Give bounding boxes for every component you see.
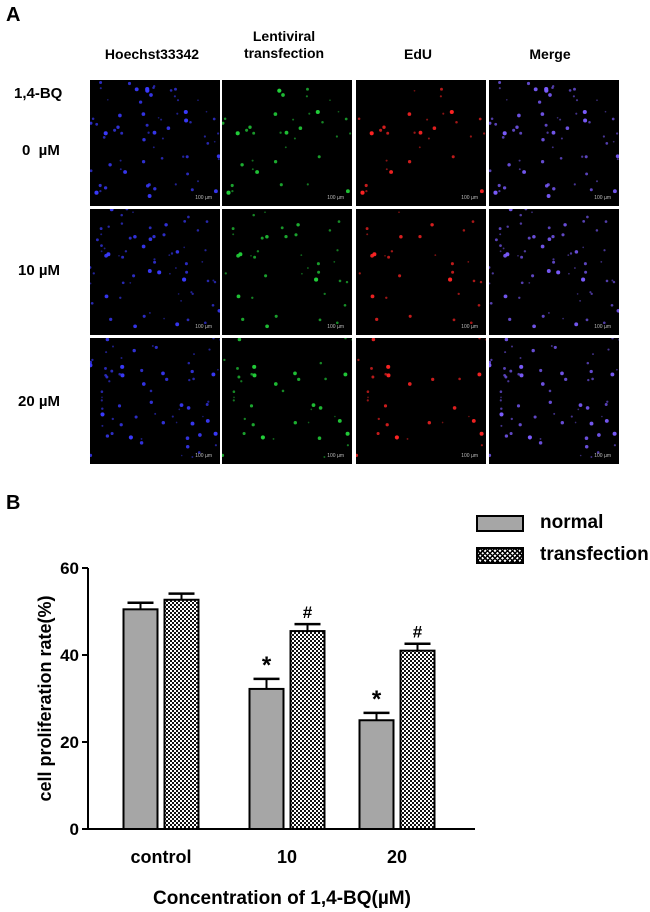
scale-bar-label: 100 µm bbox=[461, 453, 478, 459]
row-label-0um: 0 µM bbox=[22, 142, 60, 159]
bar-normal-10 bbox=[248, 687, 285, 830]
column-header-lentiviral: Lentiviral transfection bbox=[243, 28, 325, 61]
column-header-edu: EdU bbox=[404, 46, 432, 62]
significance-mark: * bbox=[372, 686, 382, 713]
significance-mark: # bbox=[303, 603, 313, 622]
micrograph-tile: 100 µm bbox=[222, 338, 352, 464]
micrograph-tile: 100 µm bbox=[356, 338, 486, 464]
x-axis-label: Concentration of 1,4-BQ(µM) bbox=[153, 888, 411, 909]
micrograph-tile: 100 µm bbox=[489, 209, 619, 335]
scale-bar-label: 100 µm bbox=[594, 453, 611, 459]
bar-chart: 0 20 40 60 cell proliferation rate(%) control… bbox=[35, 559, 475, 909]
x-tick-label-control: control bbox=[131, 847, 192, 867]
bar-transfection-20 bbox=[399, 649, 436, 830]
micrograph-tile: 100 µm bbox=[489, 80, 619, 206]
panel-b-letter: B bbox=[6, 492, 21, 514]
scale-bar-label: 100 µm bbox=[461, 195, 478, 201]
micrograph-tile: 100 µm bbox=[222, 209, 352, 335]
micrograph-tile: 100 µm bbox=[356, 209, 486, 335]
scale-bar-label: 100 µm bbox=[594, 324, 611, 330]
micrograph-tile: 100 µm bbox=[90, 209, 220, 335]
micrograph-tile: 100 µm bbox=[489, 338, 619, 464]
bar-transfection-10 bbox=[289, 630, 326, 830]
significance-mark: * bbox=[262, 652, 272, 679]
column-header-hoechst: Hoechst33342 bbox=[104, 46, 200, 62]
y-tick-label: 0 bbox=[70, 820, 79, 839]
scale-bar-label: 100 µm bbox=[195, 453, 212, 459]
y-tick-label: 40 bbox=[60, 646, 79, 665]
scale-bar-label: 100 µm bbox=[594, 195, 611, 201]
scale-bar-label: 100 µm bbox=[195, 195, 212, 201]
micrograph-tile: 100 µm bbox=[90, 80, 220, 206]
bar-normal-20 bbox=[358, 719, 395, 830]
y-tick-label: 60 bbox=[60, 559, 79, 578]
y-axis-label: cell proliferation rate(%) bbox=[35, 595, 55, 801]
scale-bar-label: 100 µm bbox=[327, 453, 344, 459]
micrograph-tile: 100 µm bbox=[356, 80, 486, 206]
micrograph-tile: 100 µm bbox=[90, 338, 220, 464]
legend-label-normal: normal bbox=[540, 512, 604, 533]
column-header-merge: Merge bbox=[529, 46, 571, 62]
legend-swatch-normal bbox=[476, 515, 524, 532]
scale-bar-label: 100 µm bbox=[327, 324, 344, 330]
scale-bar-label: 100 µm bbox=[327, 195, 344, 201]
bar-normal-control bbox=[122, 608, 159, 830]
significance-mark: # bbox=[413, 623, 423, 642]
legend-label-transfection: transfection bbox=[540, 544, 649, 565]
y-tick-label: 20 bbox=[60, 733, 79, 752]
row-header-compound: 1,4-BQ bbox=[14, 85, 63, 102]
x-tick-label-10: 10 bbox=[277, 847, 297, 867]
micrograph-tile: 100 µm bbox=[222, 80, 352, 206]
scale-bar-label: 100 µm bbox=[461, 324, 478, 330]
row-label-20um: 20 µM bbox=[18, 393, 60, 410]
bar-transfection-control bbox=[163, 598, 200, 830]
legend-swatch-transfection bbox=[476, 547, 524, 564]
panel-a-letter: A bbox=[6, 4, 21, 26]
x-tick-label-20: 20 bbox=[387, 847, 407, 867]
row-label-10um: 10 µM bbox=[18, 262, 60, 279]
scale-bar-label: 100 µm bbox=[195, 324, 212, 330]
